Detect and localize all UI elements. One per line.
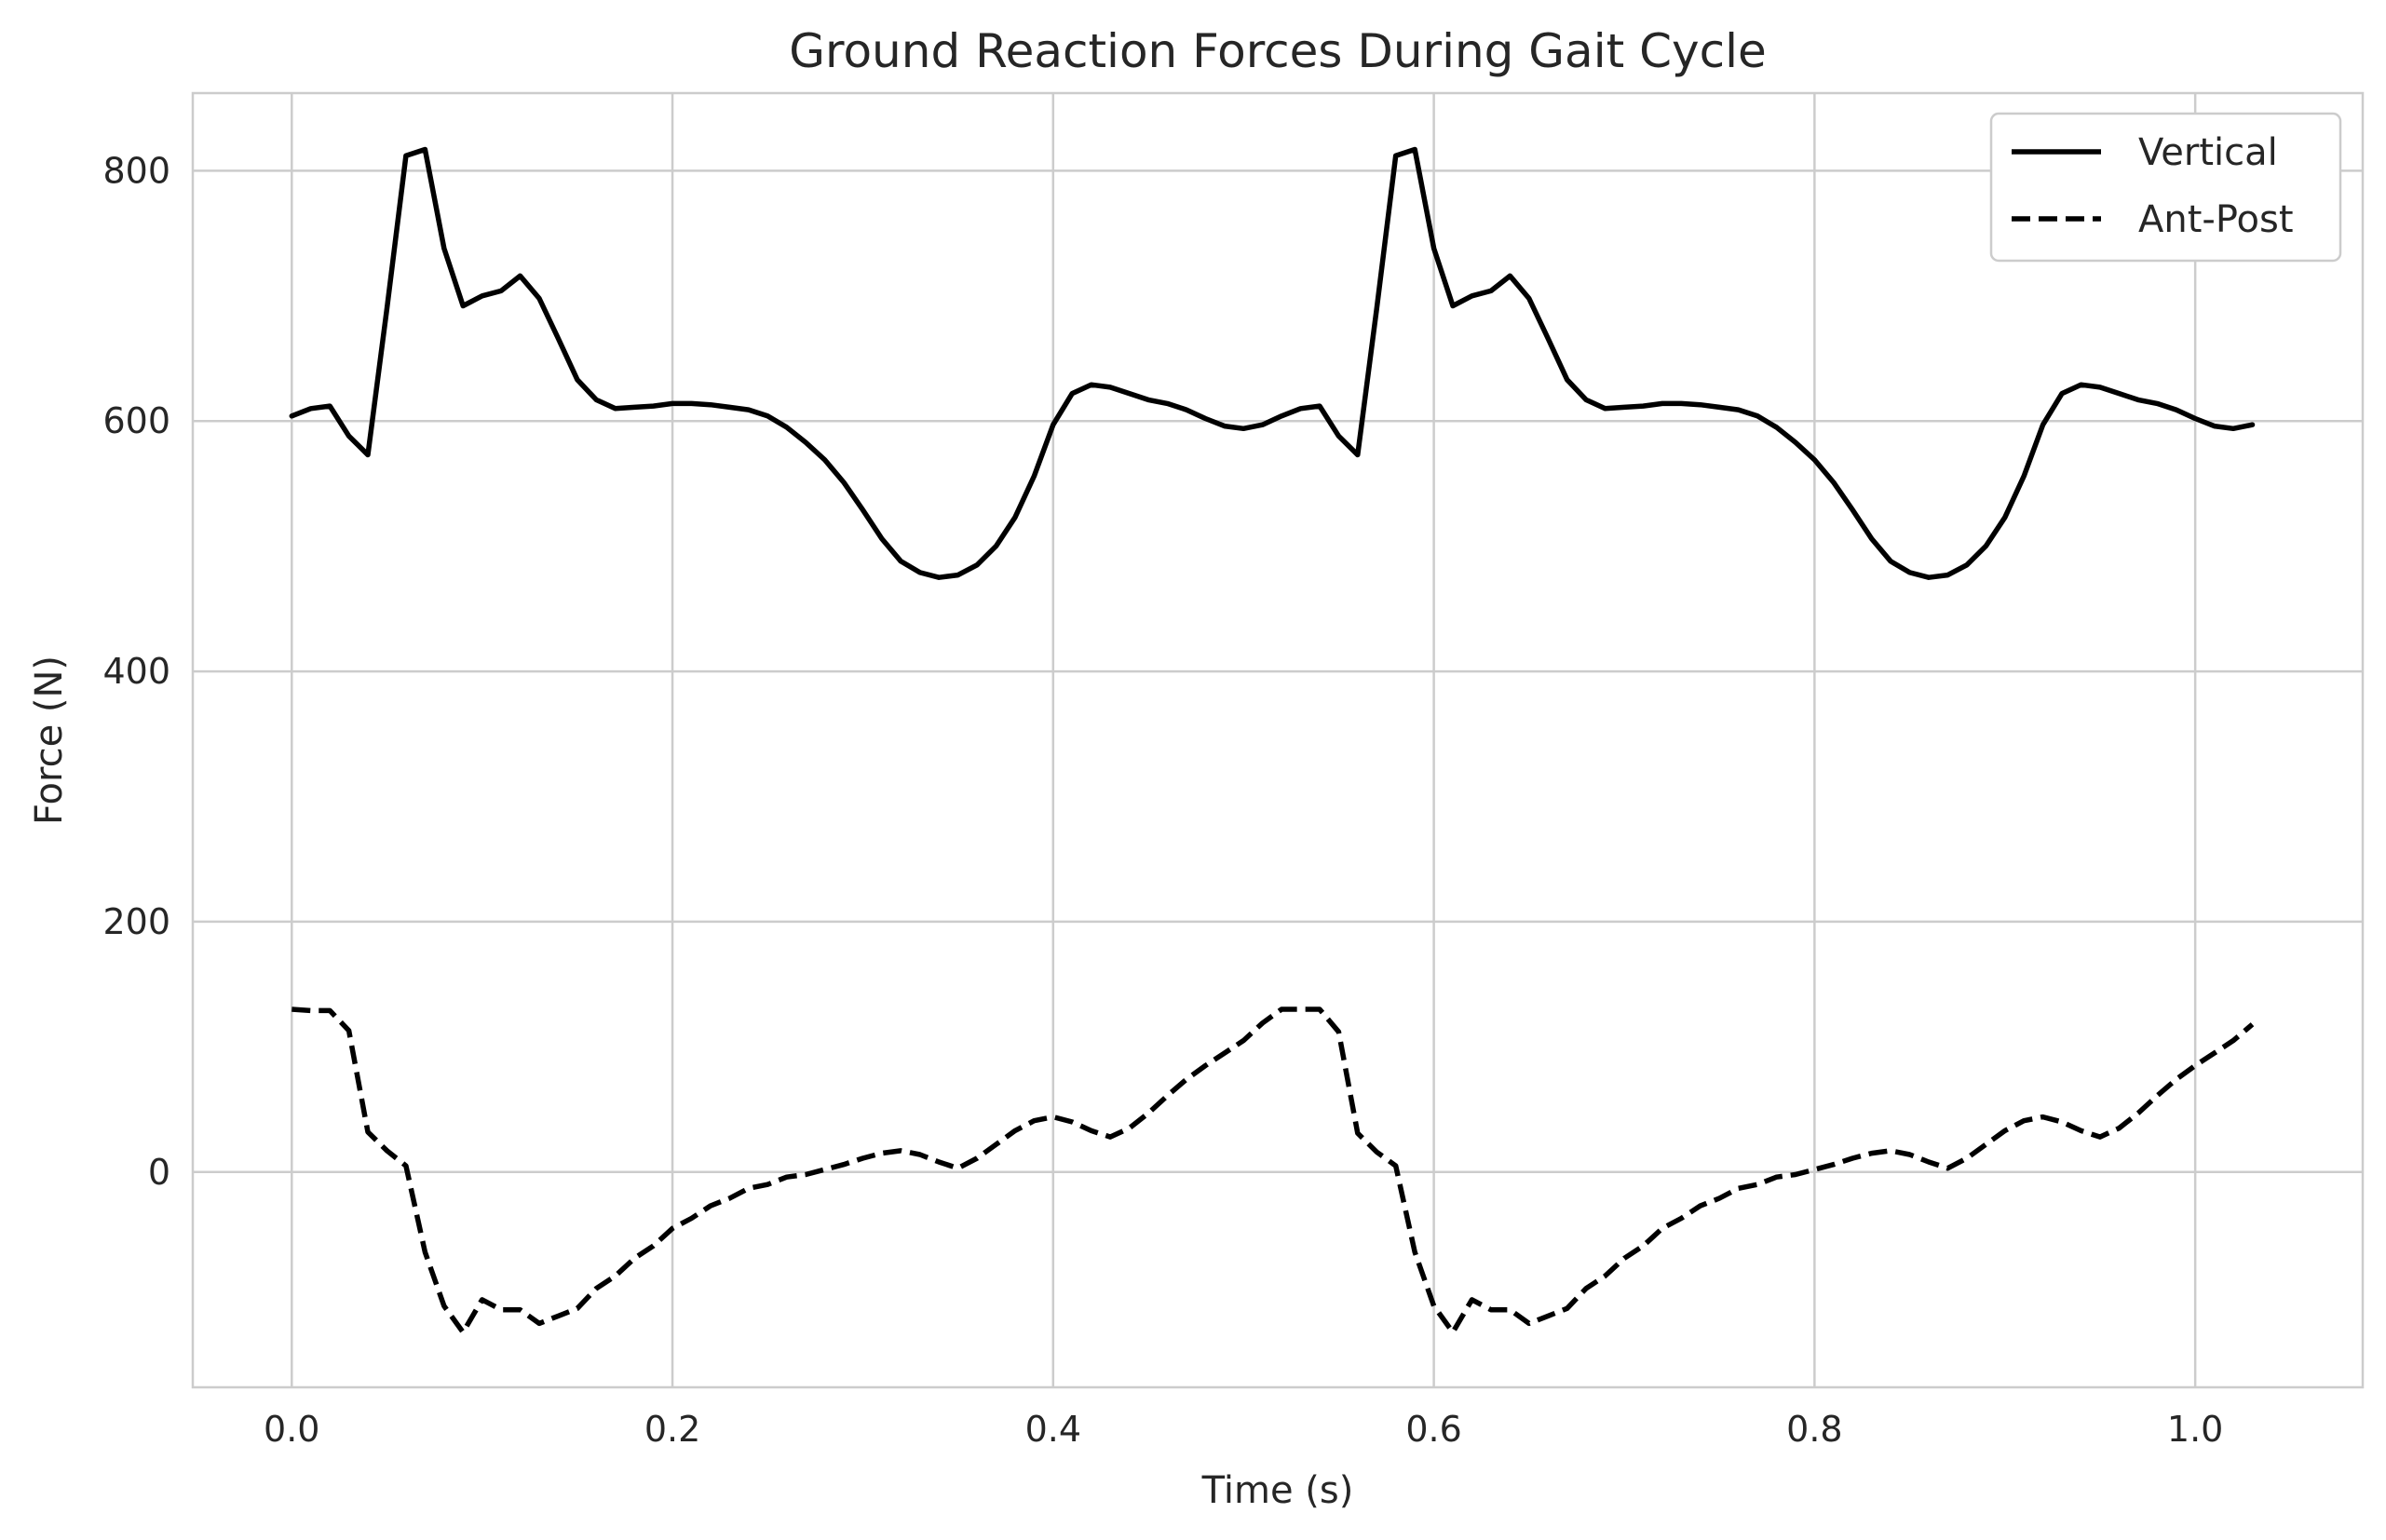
y-tick-label: 800 [102, 150, 170, 191]
x-tick-label: 0.8 [1786, 1409, 1842, 1450]
y-tick-label: 200 [102, 901, 170, 942]
plot-frame [191, 91, 2365, 1389]
legend-label-vertical: Vertical [2138, 131, 2278, 174]
x-tick-label: 0.0 [264, 1409, 319, 1450]
x-tick-label: 0.2 [644, 1409, 700, 1450]
y-tick-label: 400 [102, 651, 170, 692]
legend-label-ant-post: Ant-Post [2138, 198, 2294, 241]
y-tick-label: 600 [102, 400, 170, 441]
x-axis-label: Time (s) [1201, 1469, 1354, 1512]
x-tick-label: 0.6 [1405, 1409, 1461, 1450]
chart-title: Ground Reaction Forces During Gait Cycle [789, 24, 1766, 78]
series-line-ant-post [291, 1006, 2255, 1335]
series-line-vertical [289, 146, 2256, 580]
x-tick-label: 1.0 [2167, 1409, 2223, 1450]
tick-labels: 0.0 0.2 0.4 0.6 0.8 1.0 0 200 400 600 800 [102, 150, 2223, 1450]
x-tick-label: 0.4 [1025, 1409, 1081, 1450]
y-axis-label: Force (N) [28, 655, 71, 825]
series-lines [289, 146, 2256, 1335]
legend: Vertical Ant-Post [1989, 112, 2342, 263]
y-tick-label: 0 [148, 1152, 170, 1193]
plot-area [193, 93, 2363, 1387]
